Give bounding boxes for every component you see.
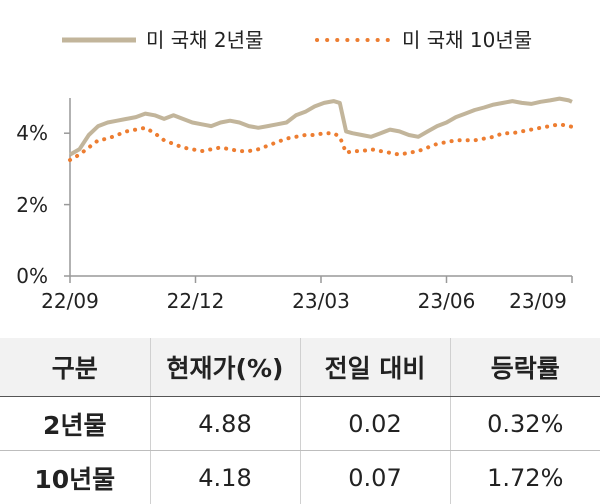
yield-chart: 미 국채 2년물 미 국채 10년물 0% 2% 4% 22/09 22/12 … bbox=[16, 28, 574, 313]
x-axis: 22/09 22/12 23/03 23/06 23/09 bbox=[41, 275, 573, 313]
legend-label-10y: 미 국채 10년물 bbox=[402, 28, 532, 52]
row-label: 10년물 bbox=[34, 464, 116, 494]
current-value: 4.18 bbox=[149, 450, 300, 504]
rate-value: 0.32% bbox=[449, 396, 600, 451]
y-tick-label: 4% bbox=[16, 121, 48, 145]
row-label: 2년물 bbox=[0, 396, 150, 451]
y-tick-label: 2% bbox=[16, 193, 48, 217]
header-change: 전일 대비 bbox=[299, 338, 450, 397]
change-value: 0.07 bbox=[299, 450, 450, 504]
x-tick-label: 23/06 bbox=[418, 289, 476, 313]
current-value: 4.88 bbox=[149, 396, 300, 451]
table-row: 10년물 4.18 0.07 1.72% bbox=[0, 450, 600, 504]
header-category: 구분 bbox=[0, 338, 150, 397]
table-header-row: 구분 현재가(%) 전일 대비 등락률 bbox=[0, 338, 600, 397]
header-rate: 등락률 bbox=[449, 338, 600, 397]
change-value: 0.02 bbox=[299, 396, 450, 451]
x-tick-label: 23/09 bbox=[509, 289, 567, 313]
rate-value: 1.72% bbox=[449, 450, 600, 504]
table-row: 2년물 4.88 0.02 0.32% bbox=[0, 396, 600, 451]
series-line-2y bbox=[69, 96, 573, 157]
legend-label-2y: 미 국채 2년물 bbox=[146, 28, 263, 52]
y-axis: 0% 2% 4% bbox=[16, 98, 71, 288]
series-line-10y bbox=[68, 122, 574, 162]
legend: 미 국채 2년물 미 국채 10년물 bbox=[62, 28, 532, 52]
x-tick-label: 22/09 bbox=[41, 289, 99, 313]
x-tick-label: 22/12 bbox=[167, 289, 225, 313]
yield-table: 구분 현재가(%) 전일 대비 등락률 2년물 4.88 0.02 0.32% … bbox=[0, 338, 600, 504]
y-tick-label: 0% bbox=[16, 264, 48, 288]
header-current: 현재가(%) bbox=[149, 338, 300, 397]
x-tick-label: 23/03 bbox=[292, 289, 350, 313]
